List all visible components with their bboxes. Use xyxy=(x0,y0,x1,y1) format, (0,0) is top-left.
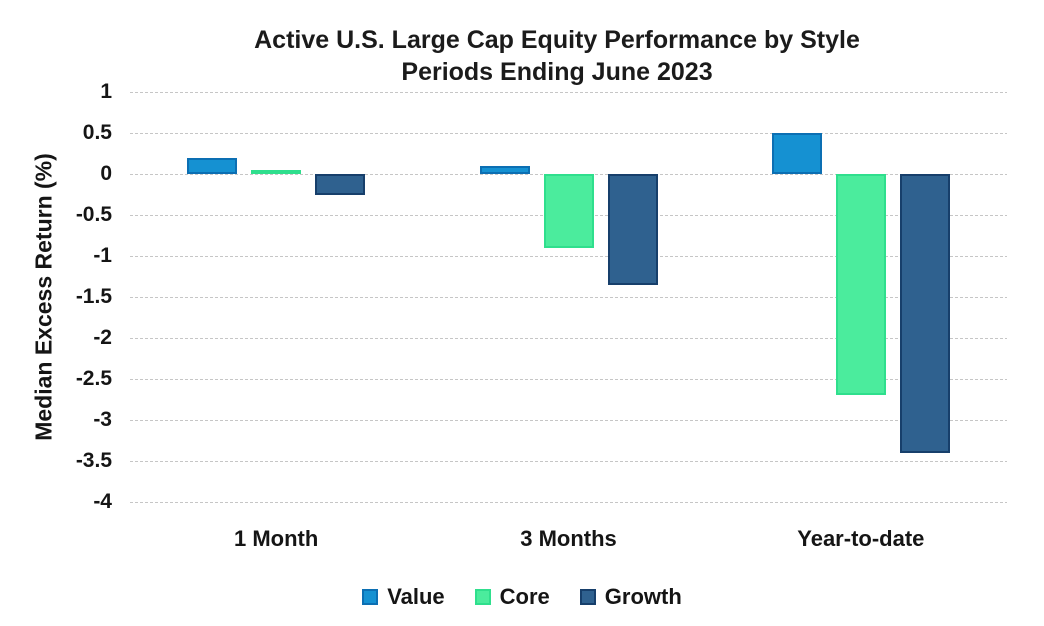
bar-core-1-month xyxy=(251,169,302,174)
legend-item-value: Value xyxy=(362,584,445,610)
chart-title-line2: Periods Ending June 2023 xyxy=(401,58,713,86)
y-tick-label: 0.5 xyxy=(82,121,112,144)
y-tick-label: -3.5 xyxy=(75,449,112,472)
x-axis-label-year-to-date: Year-to-date xyxy=(797,526,925,551)
legend-swatch-core xyxy=(474,589,491,605)
x-axis-label-3-months: 3 Months xyxy=(520,526,617,551)
y-tick-label: -0.5 xyxy=(75,203,112,226)
bar-value-3-months xyxy=(479,165,530,174)
gridline xyxy=(130,379,1007,380)
legend-item-growth: Growth xyxy=(579,584,682,610)
chart-title: Active U.S. Large Cap Equity Performance… xyxy=(70,24,1044,88)
gridline xyxy=(130,92,1007,93)
y-tick-label: -2 xyxy=(93,326,112,349)
x-axis-labels: 1 Month 3 Months Year-to-date xyxy=(130,526,1007,558)
chart-title-line1: Active U.S. Large Cap Equity Performance… xyxy=(254,26,860,54)
bar-core-3-months xyxy=(543,174,594,248)
y-tick-label: 1 xyxy=(100,80,112,103)
gridline xyxy=(130,133,1007,134)
gridline xyxy=(130,297,1007,298)
legend-item-core: Core xyxy=(474,584,550,610)
legend-label-value: Value xyxy=(387,584,445,609)
y-tick-label: -1.5 xyxy=(75,285,112,308)
y-tick-label: -3 xyxy=(93,408,112,431)
legend-swatch-growth xyxy=(579,589,596,605)
bar-growth-3-months xyxy=(607,174,658,285)
y-tick-label: -2.5 xyxy=(75,367,112,390)
plot-area xyxy=(130,92,1007,503)
bar-core-year-to-date xyxy=(835,174,886,396)
legend: Value Core Growth xyxy=(0,584,1044,610)
legend-label-growth: Growth xyxy=(604,584,682,609)
y-tick-label: -1 xyxy=(93,244,112,267)
gridline xyxy=(130,420,1007,421)
gridline xyxy=(130,461,1007,462)
y-axis-tick-labels: 1 0.5 0 -0.5 -1 -1.5 -2 -2.5 -3 -3.5 -4 xyxy=(0,0,112,626)
legend-swatch-value xyxy=(362,589,379,605)
bar-growth-year-to-date xyxy=(899,174,950,453)
bar-value-1-month xyxy=(187,157,238,174)
bar-value-year-to-date xyxy=(771,133,822,174)
gridline xyxy=(130,502,1007,503)
gridline xyxy=(130,338,1007,339)
legend-label-core: Core xyxy=(499,584,550,609)
bar-growth-1-month xyxy=(315,174,366,195)
y-tick-label: -4 xyxy=(93,490,112,513)
gridline xyxy=(130,256,1007,257)
y-tick-label: 0 xyxy=(100,162,112,185)
x-axis-label-1-month: 1 Month xyxy=(233,526,319,551)
